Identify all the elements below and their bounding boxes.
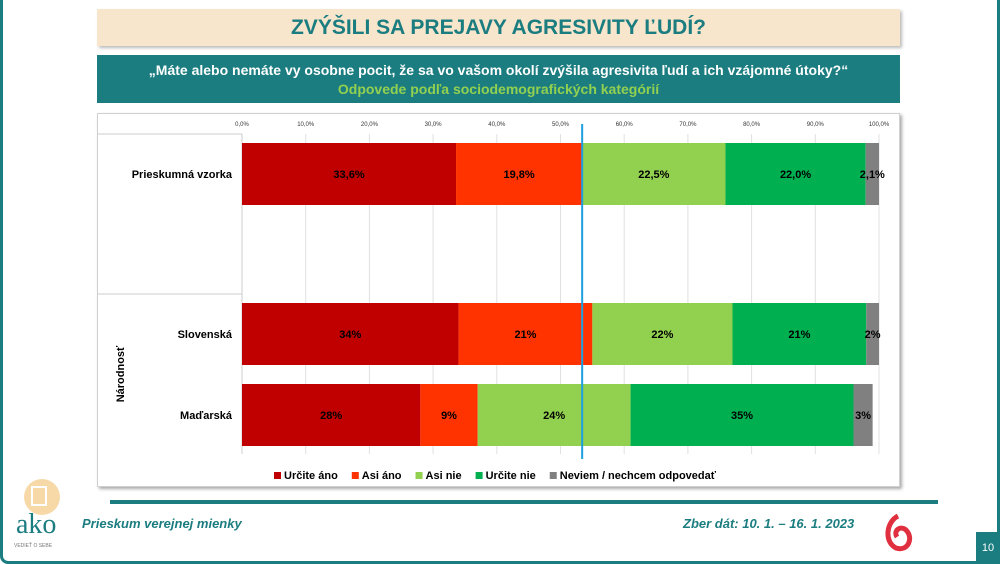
data-label: 3% (855, 410, 871, 422)
bar-segment (456, 143, 583, 205)
footer-right: Zber dát: 10. 1. – 16. 1. 2023 (683, 516, 855, 531)
bar-segment (242, 143, 457, 205)
legend-swatch (549, 472, 557, 479)
page-number: 10 (976, 532, 1000, 564)
data-label: 2,1% (860, 169, 885, 181)
legend-swatch (475, 472, 483, 479)
footer-divider (110, 500, 938, 504)
data-label: 35% (731, 410, 753, 422)
bar-segment (866, 303, 879, 365)
data-label: 22,5% (638, 169, 669, 181)
legend-label: Určite nie (486, 470, 536, 482)
data-label: 9% (441, 410, 457, 422)
legend-label: Asi nie (426, 470, 462, 482)
logo-tagline: VEDIEŤ O SEBE (14, 543, 53, 549)
x-tick-label: 0,0% (235, 122, 249, 128)
question-box: „Máte alebo nemáte vy osobne pocit, že s… (97, 55, 900, 103)
chart-svg: 0,0% 10,0% 20,0% 30,0% 40,0% 50,0% 60,0% 70,0% 8… (98, 122, 890, 482)
category-label: Maďarská (180, 410, 233, 422)
subtitle: Odpovede podľa sociodemografických kateg… (337, 81, 660, 97)
bar-segment (420, 384, 478, 446)
data-label: 34% (339, 329, 361, 341)
x-tick-label: 40,0% (488, 122, 506, 128)
x-tick-label: 10,0% (297, 122, 315, 128)
bar-segment (592, 303, 733, 365)
question-text: „Máte alebo nemáte vy osobne pocit, že s… (148, 62, 849, 78)
chart-area: 0,0% 10,0% 20,0% 30,0% 40,0% 50,0% 60,0% 70,0% 8… (97, 113, 900, 487)
x-tick-label: 70,0% (679, 122, 697, 128)
data-label: 19,8% (503, 169, 534, 181)
bar-segment (242, 303, 459, 365)
ako-logo: ako VEDIEŤ O SEBE (12, 475, 72, 555)
x-tick-label: 20,0% (361, 122, 379, 128)
page-title: ZVÝŠILI SA PREJAVY AGRESIVITY ĽUDÍ? (97, 9, 900, 46)
legend-swatch (415, 472, 423, 479)
spiral-logo-icon (880, 512, 916, 559)
category-label: Slovenská (178, 329, 233, 341)
bar-segment (732, 303, 867, 365)
x-tick-label: 30,0% (425, 122, 443, 128)
bar-segment (458, 303, 593, 365)
data-label: 21% (514, 329, 536, 341)
group-label: Národnosť (115, 345, 127, 402)
x-tick-label: 50,0% (552, 122, 570, 128)
logo-text: ako (16, 509, 57, 540)
bar-segment (853, 384, 873, 446)
legend-label: Určite áno (284, 470, 338, 482)
footer-left: Prieskum verejnej mienky (82, 516, 242, 531)
x-tick-label: 100,0% (869, 122, 890, 128)
data-label: 33,6% (333, 169, 364, 181)
legend-swatch (351, 472, 359, 479)
data-label: 2% (865, 329, 881, 341)
legend-label: Neviem / nechcem odpovedať (560, 470, 717, 482)
data-label: 21% (788, 329, 810, 341)
data-label: 22,0% (780, 169, 811, 181)
legend-label: Asi áno (362, 470, 402, 482)
x-tick-label: 80,0% (743, 122, 761, 128)
data-label: 28% (320, 410, 342, 422)
bar-segment (630, 384, 854, 446)
x-tick-label: 60,0% (616, 122, 634, 128)
bar-segment (582, 143, 726, 205)
bar-segment (865, 143, 879, 205)
bar-segment (242, 384, 421, 446)
legend-swatch (274, 472, 281, 479)
category-label: Prieskumná vzorka (132, 169, 233, 181)
data-label: 24% (543, 410, 565, 422)
bar-segment (725, 143, 866, 205)
bar-segment (477, 384, 631, 446)
data-label: 22% (651, 329, 673, 341)
x-tick-label: 90,0% (807, 122, 825, 128)
